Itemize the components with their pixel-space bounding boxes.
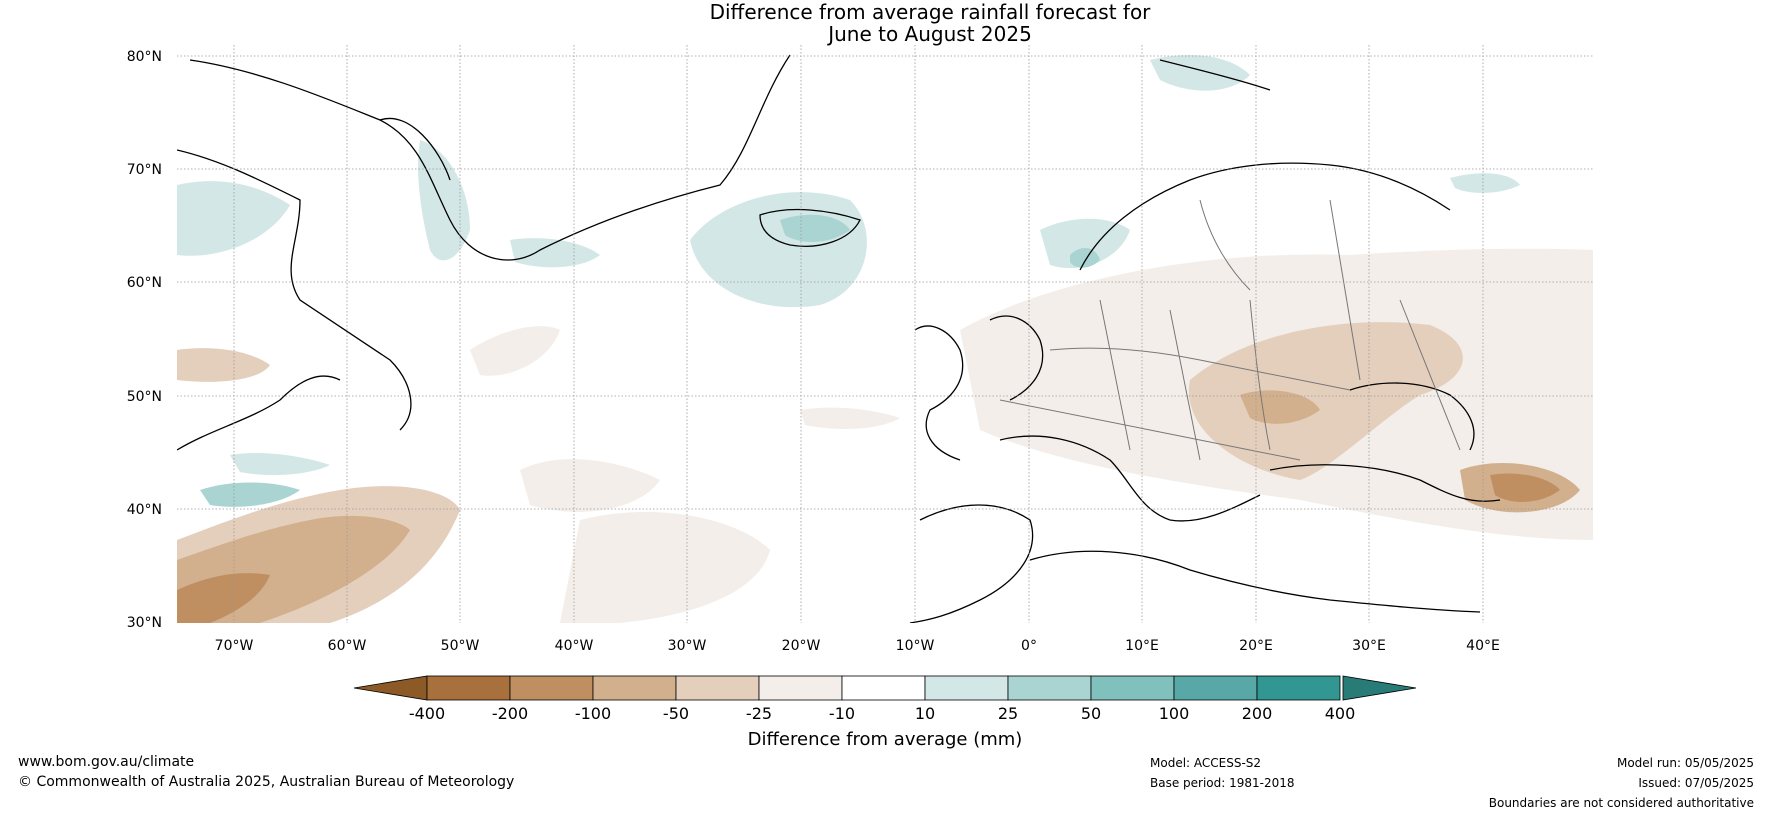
model-text: Model: ACCESS-S2 [1150, 756, 1262, 770]
model-run-text: Model run: 05/05/2025 [1616, 756, 1754, 770]
lon-label: 70°W [215, 638, 254, 654]
colorbar: -400 -200 -100 -50 -25 -10 10 25 50 100 200 400 Dif… [353, 675, 1417, 750]
colorbar-tick-label: 10 [915, 704, 935, 723]
colorbar-tick-label: -10 [829, 704, 855, 723]
colorbar-tick-label: -100 [575, 704, 611, 723]
lat-label: 70°N [127, 162, 162, 178]
lon-label: 40°E [1466, 638, 1500, 654]
colorbar-cell [426, 675, 511, 701]
base-period-text: Base period: 1981-2018 [1150, 776, 1295, 790]
map-title-line2: June to August 2025 [828, 22, 1032, 46]
lat-label: 40°N [127, 502, 162, 518]
longitude-labels: 70°W 60°W 50°W 40°W 30°W 20°W 10°W 0° 10… [215, 638, 1500, 654]
colorbar-tick-label: 50 [1081, 704, 1101, 723]
lat-label: 50°N [127, 389, 162, 405]
coastlines [177, 54, 1501, 623]
colorbar-cell [675, 675, 760, 701]
colorbar-tick-label: -200 [492, 704, 528, 723]
website-text: www.bom.gov.au/climate [18, 754, 195, 770]
lon-label: 20°E [1239, 638, 1273, 654]
colorbar-cell [1256, 675, 1341, 701]
graticule [177, 45, 1593, 623]
colorbar-cell [1090, 675, 1175, 701]
copyright-text: © Commonwealth of Australia 2025, Austra… [18, 774, 515, 790]
anomaly-shading [177, 55, 1593, 623]
colorbar-tick-label: 400 [1325, 704, 1356, 723]
lon-label: 50°W [441, 638, 480, 654]
lon-label: 0° [1021, 638, 1037, 654]
lon-label: 30°E [1352, 638, 1386, 654]
boundaries-note: Boundaries are not considered authoritat… [1488, 796, 1754, 810]
colorbar-cell [924, 675, 1009, 701]
lat-label: 30°N [127, 615, 162, 631]
country-borders [999, 199, 1461, 461]
latitude-labels: 80°N 70°N 60°N 50°N 40°N 30°N [127, 49, 162, 631]
colorbar-tick-label: 25 [998, 704, 1018, 723]
colorbar-label: Difference from average (mm) [748, 729, 1023, 750]
map-plot-area [177, 45, 1593, 623]
lon-label: 60°W [328, 638, 367, 654]
colorbar-cell [592, 675, 677, 701]
lat-label: 80°N [127, 49, 162, 65]
colorbar-tick-label: -400 [409, 704, 445, 723]
colorbar-cell [1007, 675, 1092, 701]
colorbar-tick-label: -50 [663, 704, 689, 723]
issued-text: Issued: 07/05/2025 [1638, 776, 1754, 790]
colorbar-cell [758, 675, 843, 701]
colorbar-cell [841, 675, 926, 701]
map-title-line1: Difference from average rainfall forecas… [709, 0, 1151, 24]
lon-label: 20°W [782, 638, 821, 654]
lon-label: 40°W [555, 638, 594, 654]
lon-label: 10°E [1125, 638, 1159, 654]
colorbar-tick-label: 200 [1242, 704, 1273, 723]
colorbar-extend-high [1342, 675, 1417, 701]
colorbar-extend-low [353, 675, 428, 701]
colorbar-cell [509, 675, 594, 701]
lat-label: 60°N [127, 275, 162, 291]
lon-label: 10°W [896, 638, 935, 654]
colorbar-cell [1173, 675, 1258, 701]
colorbar-tick-label: -25 [746, 704, 772, 723]
lon-label: 30°W [668, 638, 707, 654]
colorbar-tick-label: 100 [1159, 704, 1190, 723]
